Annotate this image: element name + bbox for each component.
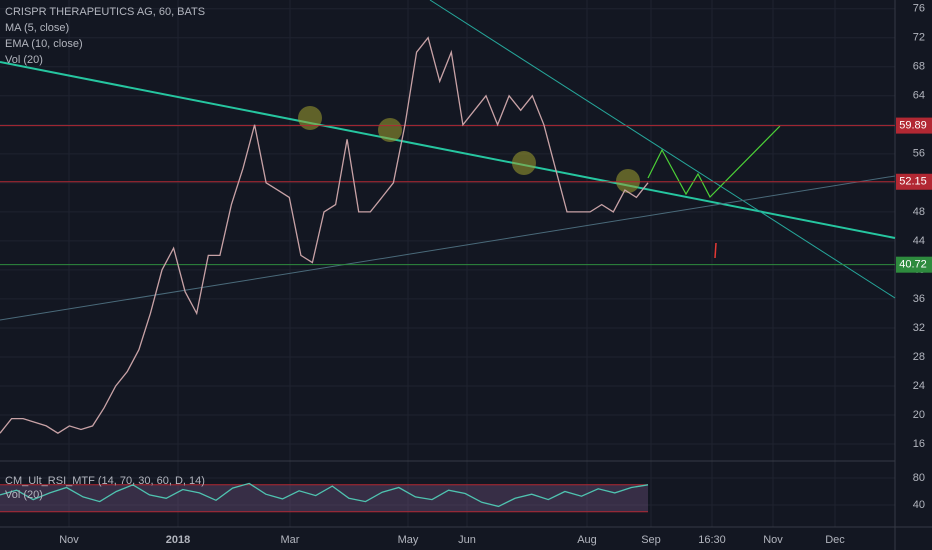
rsi-band: [0, 484, 648, 512]
indicator: EMA (10, close): [5, 38, 83, 50]
marker: [512, 151, 536, 175]
y-tick-label: 28: [913, 351, 925, 363]
trendline: [0, 61, 896, 239]
y-tick-label: 40: [913, 499, 925, 511]
y-tick-label: 20: [913, 409, 925, 421]
marker: [378, 118, 402, 142]
y-tick-label: 48: [913, 206, 925, 218]
price-line: [0, 36, 649, 434]
price-level-tag: [896, 173, 932, 190]
price-level-tag: [896, 256, 932, 273]
x-tick-label: May: [398, 534, 419, 546]
y-tick-label: 16: [913, 438, 925, 450]
x-tick-label: 16:30: [698, 534, 726, 546]
x-tick-label: Mar: [281, 534, 300, 546]
marker: [616, 169, 640, 193]
marks: [0, 36, 895, 513]
price-level-label: 52.15: [899, 176, 927, 188]
trendline: [429, 0, 896, 299]
y-tick-label: 24: [913, 380, 925, 392]
projection: [647, 125, 781, 199]
indicator-title: CM_Ult_RSI_MTF (14, 70, 30, 60, D, 14): [5, 475, 205, 487]
price-level-label: 59.89: [899, 119, 927, 131]
x-tick-label: Nov: [59, 534, 79, 546]
indicator: MA (5, close): [5, 22, 69, 34]
y-tick-label: 36: [913, 293, 925, 305]
x-tick-label: Dec: [825, 534, 845, 546]
y-tick-label: 44: [913, 235, 925, 247]
y-tick-label: 76: [913, 3, 925, 15]
y-tick-label: 80: [913, 472, 925, 484]
y-tick-label: 64: [913, 90, 925, 102]
y-tick-label: 72: [913, 32, 925, 44]
y-tick-label: 56: [913, 148, 925, 160]
arrow: [714, 242, 717, 259]
indicator: Vol (20): [5, 489, 43, 501]
y-tick-label: 68: [913, 61, 925, 73]
price-line: [0, 482, 649, 508]
x-tick-label: Jun: [458, 534, 476, 546]
x-tick-label: Aug: [577, 534, 597, 546]
price-level-tag: [896, 117, 932, 134]
y-tick-label: 32: [913, 322, 925, 334]
x-tick-label: 2018: [166, 534, 190, 546]
chart-title: CRISPR THERAPEUTICS AG, 60, BATS: [5, 6, 205, 18]
x-tick-label: Sep: [641, 534, 661, 546]
x-tick-label: Nov: [763, 534, 783, 546]
trendline: [0, 175, 896, 321]
price-level-label: 40.72: [899, 259, 927, 271]
marker: [298, 106, 322, 130]
indicator: Vol (20): [5, 54, 43, 66]
